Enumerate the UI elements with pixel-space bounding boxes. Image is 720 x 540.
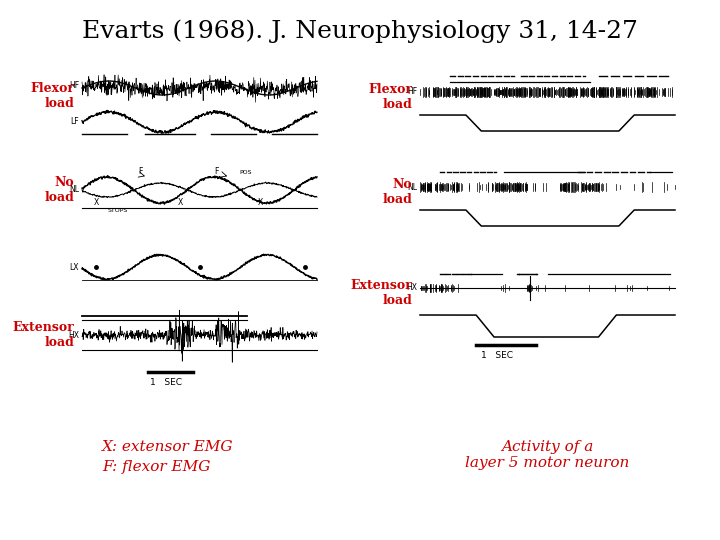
- Text: F: F: [214, 167, 218, 176]
- Text: POS: POS: [240, 170, 252, 175]
- Text: X: extensor EMG: X: extensor EMG: [102, 440, 233, 454]
- Text: HX: HX: [406, 284, 417, 293]
- Text: Extensor
load: Extensor load: [350, 279, 412, 307]
- Text: 1   SEC: 1 SEC: [481, 351, 513, 360]
- Text: 1   SEC: 1 SEC: [150, 378, 181, 387]
- Text: Flexor
load: Flexor load: [30, 82, 74, 110]
- Text: LF: LF: [71, 118, 79, 126]
- Text: F: F: [138, 167, 143, 176]
- Text: No
load: No load: [44, 176, 74, 204]
- Text: X: X: [178, 198, 184, 207]
- Text: Flexor
load: Flexor load: [368, 83, 412, 111]
- Text: HF: HF: [69, 82, 79, 91]
- Text: LX: LX: [70, 262, 79, 272]
- Text: Activity of a
layer 5 motor neuron: Activity of a layer 5 motor neuron: [465, 440, 630, 470]
- Text: No
load: No load: [382, 178, 412, 206]
- Text: HF: HF: [407, 87, 417, 97]
- Text: STOPS: STOPS: [107, 208, 127, 213]
- Text: X: X: [258, 198, 264, 207]
- Text: HX: HX: [68, 330, 79, 340]
- Text: Extensor
load: Extensor load: [12, 321, 74, 349]
- Text: F: flexor EMG: F: flexor EMG: [102, 460, 210, 474]
- Text: NL: NL: [407, 183, 417, 192]
- Text: NL: NL: [69, 186, 79, 194]
- Text: X: X: [94, 198, 99, 207]
- Text: Evarts (1968). J. Neurophysiology 31, 14-27: Evarts (1968). J. Neurophysiology 31, 14…: [82, 19, 638, 43]
